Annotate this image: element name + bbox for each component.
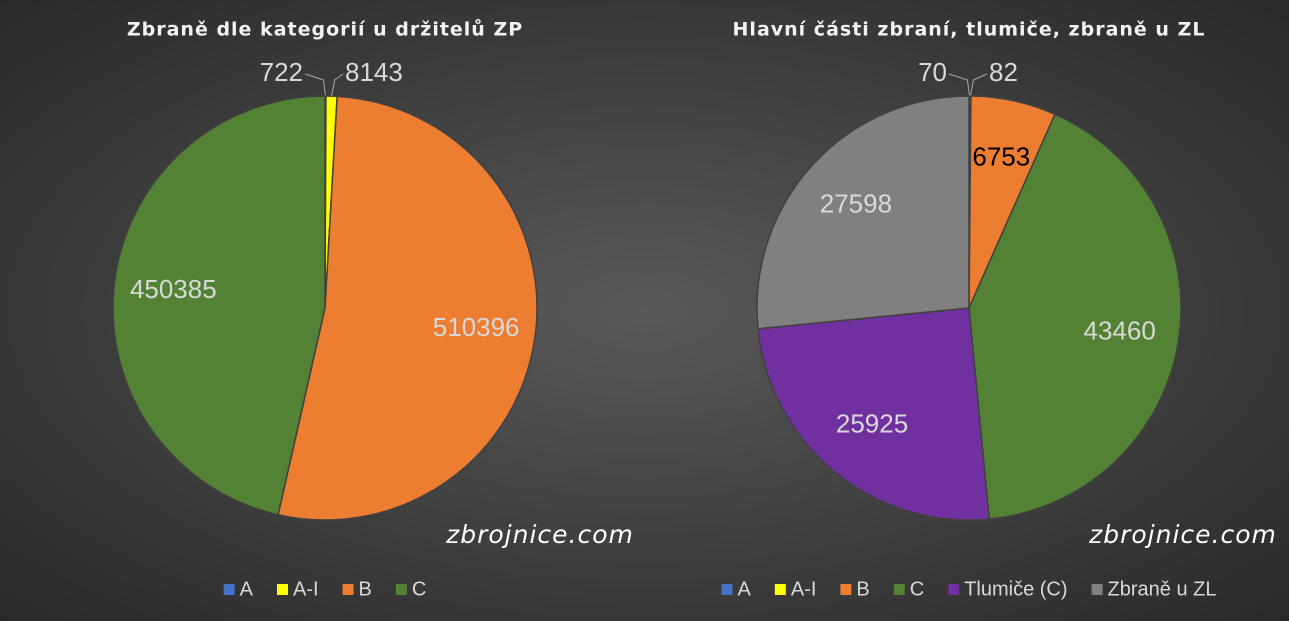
legend-label: A (738, 578, 752, 600)
legend-swatch (395, 584, 407, 595)
data-label: 510396 (433, 312, 520, 342)
data-label: 27598 (820, 188, 892, 218)
leader-line (969, 73, 988, 97)
legend-label: A-I (791, 578, 817, 600)
legend-label: Zbraně u ZL (1108, 578, 1217, 600)
pie-slice (756, 95, 970, 330)
legend-label: Tlumiče (C) (964, 578, 1067, 600)
leader-line (331, 73, 344, 97)
legend-label: B (856, 578, 869, 600)
data-label: 43460 (1084, 315, 1156, 345)
legend-label: B (359, 578, 372, 600)
pie-slice (277, 95, 538, 521)
data-label: 8143 (345, 57, 403, 87)
chart-title: Zbraně dle kategorií u držitelů ZP (127, 18, 523, 41)
legend-swatch (342, 584, 354, 595)
watermark: zbrojnice.com (1088, 520, 1277, 549)
legend: A A-I B C (223, 578, 426, 600)
legend-label: C (910, 578, 924, 600)
legend-swatch (774, 584, 786, 595)
data-label: 25925 (836, 409, 908, 439)
data-label: 6753 (972, 142, 1030, 172)
legend-swatch (948, 584, 960, 595)
leader-line (948, 73, 970, 97)
legend-swatch (276, 584, 288, 595)
pie-slice (757, 307, 991, 521)
legend-swatch (721, 584, 733, 595)
pie-slice (968, 113, 1182, 520)
legend: A A-I B C Tlumiče (C) Zbraně u ZL (721, 578, 1217, 600)
data-label: 70 (918, 57, 947, 87)
legend-swatch (223, 584, 235, 595)
pie-slice (112, 95, 326, 516)
legend-label: A-I (293, 578, 319, 600)
legend-label: A (240, 578, 254, 600)
legend-swatch (893, 584, 905, 595)
chart-title: Hlavní části zbraní, tlumiče, zbraně u Z… (733, 19, 1206, 41)
legend-label: C (412, 578, 426, 600)
watermark: zbrojnice.com (445, 520, 634, 549)
legend-swatch (1091, 584, 1103, 595)
data-label: 450385 (130, 274, 217, 304)
leader-line (304, 73, 326, 97)
data-label: 722 (260, 57, 303, 87)
data-label: 82 (989, 57, 1018, 87)
legend-swatch (840, 584, 852, 595)
